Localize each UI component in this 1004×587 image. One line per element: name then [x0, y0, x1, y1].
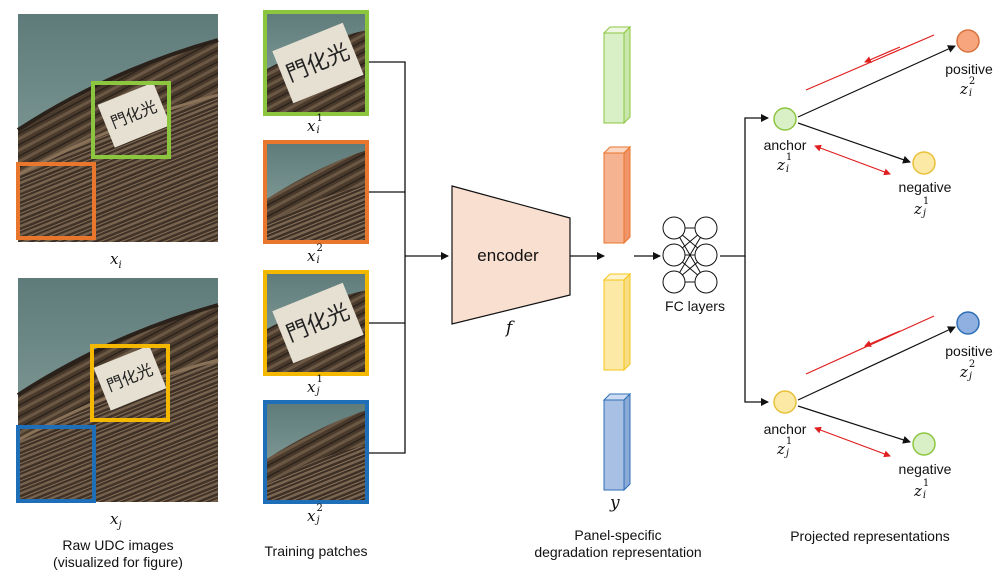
- raw-images-caption: Raw UDC images (visualized for figure): [53, 537, 183, 570]
- anchor-node-top: [773, 107, 797, 131]
- crop-box-orange: [16, 162, 96, 240]
- representation-symbol: y: [610, 493, 620, 513]
- crop-box-green: [91, 81, 171, 159]
- representation-caption: Panel-specific degradation representatio…: [534, 527, 702, 560]
- encoder-symbol: f: [506, 318, 513, 338]
- negative-node-bottom: [912, 432, 936, 456]
- raw-image-i: 門化光: [16, 14, 219, 242]
- patch-2: [263, 140, 369, 244]
- crop-box-blue: [16, 425, 96, 503]
- raw-image-j: 門化光: [16, 278, 219, 503]
- patches-caption: Training patches: [264, 543, 368, 559]
- positive-node-top: [956, 29, 980, 53]
- patch-connector: [369, 61, 449, 454]
- encoder-block: [451, 185, 571, 325]
- encoder-label: encoder: [477, 246, 539, 265]
- negative-label-top: negative: [898, 179, 952, 195]
- positive-label-top: positive: [945, 61, 993, 77]
- patch-4: [263, 400, 369, 504]
- representation-bar-1: [602, 25, 632, 125]
- anchor-label-bottom: anchor: [763, 421, 807, 437]
- raw-image-j-label: xj: [110, 510, 122, 531]
- patch-3: 門化光: [263, 270, 369, 376]
- representation-bar-4: [602, 392, 632, 492]
- positive-label-bottom: positive: [945, 343, 993, 359]
- anchor-label-top: anchor: [763, 137, 807, 153]
- projected-caption: Projected representations: [790, 528, 950, 544]
- fc-layers-network: [662, 216, 718, 294]
- positive-node-bottom: [956, 311, 980, 335]
- projection-bottom-group: [773, 311, 980, 458]
- patch-1: 門化光: [263, 10, 369, 116]
- representation-bar-2: [602, 145, 632, 245]
- anchor-node-bottom: [773, 390, 797, 414]
- negative-label-bottom: negative: [898, 461, 952, 477]
- crop-box-yellow: [90, 344, 170, 422]
- projection-top-group: [773, 29, 980, 176]
- fc-layers-label: FC layers: [665, 298, 725, 314]
- raw-image-i-label: xi: [110, 250, 122, 271]
- representation-bar-3: [602, 272, 632, 372]
- negative-node-top: [912, 151, 936, 175]
- fc-output-connector: [720, 114, 769, 406]
